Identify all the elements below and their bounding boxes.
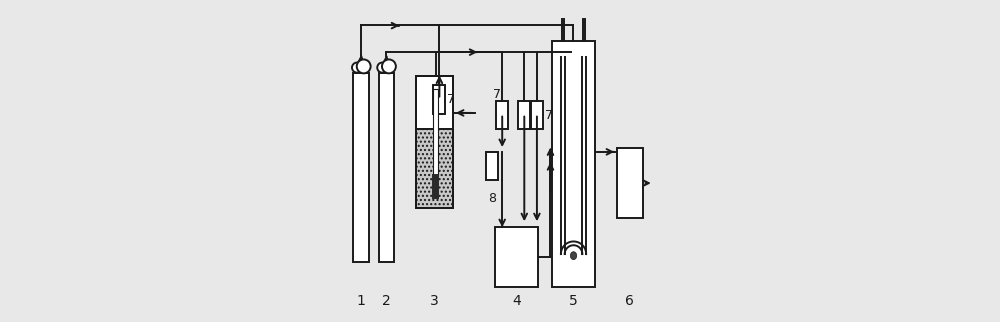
Bar <box>433 175 438 198</box>
Text: 7: 7 <box>493 88 501 101</box>
Ellipse shape <box>570 252 577 260</box>
Bar <box>433 89 438 175</box>
Text: 6: 6 <box>625 294 634 308</box>
Text: 1: 1 <box>357 294 366 308</box>
Text: 7: 7 <box>447 93 455 106</box>
Bar <box>552 41 595 287</box>
Bar <box>353 73 369 262</box>
Circle shape <box>382 60 396 73</box>
Text: 2: 2 <box>382 294 391 308</box>
Bar <box>518 101 530 129</box>
Bar <box>496 101 508 129</box>
Text: 4: 4 <box>512 294 521 308</box>
Circle shape <box>352 62 362 73</box>
Bar <box>416 76 453 208</box>
Bar <box>495 227 538 287</box>
Text: 8: 8 <box>488 192 496 205</box>
Bar <box>416 129 453 208</box>
Text: 3: 3 <box>430 294 439 308</box>
Circle shape <box>357 60 371 73</box>
Bar <box>531 101 543 129</box>
Bar <box>379 73 394 262</box>
Circle shape <box>377 62 387 73</box>
Text: 5: 5 <box>569 294 578 308</box>
Text: 7: 7 <box>545 109 553 122</box>
Bar <box>617 148 643 218</box>
Bar <box>486 152 498 180</box>
Bar <box>416 76 453 129</box>
Bar <box>433 85 445 114</box>
